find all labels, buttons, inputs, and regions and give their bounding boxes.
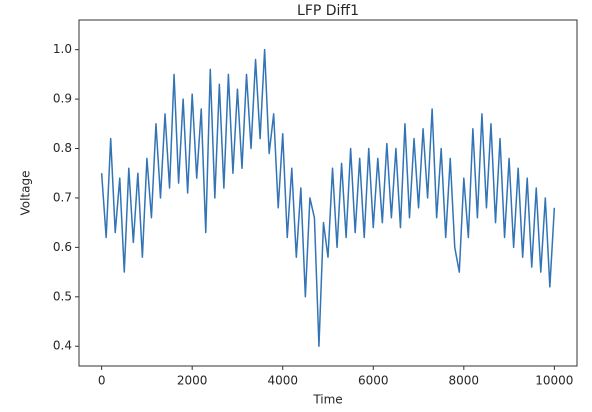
y-tick-label: 0.7 — [53, 190, 72, 204]
chart-title: LFP Diff1 — [297, 3, 359, 19]
x-tick-label: 2000 — [177, 374, 208, 388]
plot-frame — [78, 19, 578, 367]
data-line — [100, 48, 556, 347]
x-tick-label: 0 — [98, 374, 106, 388]
y-tick-label: 0.8 — [53, 141, 72, 155]
y-tick-label: 0.4 — [53, 339, 72, 353]
y-tick-label: 1.0 — [53, 42, 72, 56]
x-tick-label: 10000 — [535, 374, 573, 388]
x-tick-label: 8000 — [449, 374, 480, 388]
y-tick-label: 0.6 — [53, 240, 72, 254]
y-tick-label: 0.9 — [53, 92, 72, 106]
x-tick-label: 4000 — [267, 374, 298, 388]
y-axis-label: Voltage — [19, 170, 33, 215]
y-tick-label: 0.5 — [53, 289, 72, 303]
x-axis-label: Time — [312, 393, 342, 407]
x-tick-label: 6000 — [358, 374, 389, 388]
